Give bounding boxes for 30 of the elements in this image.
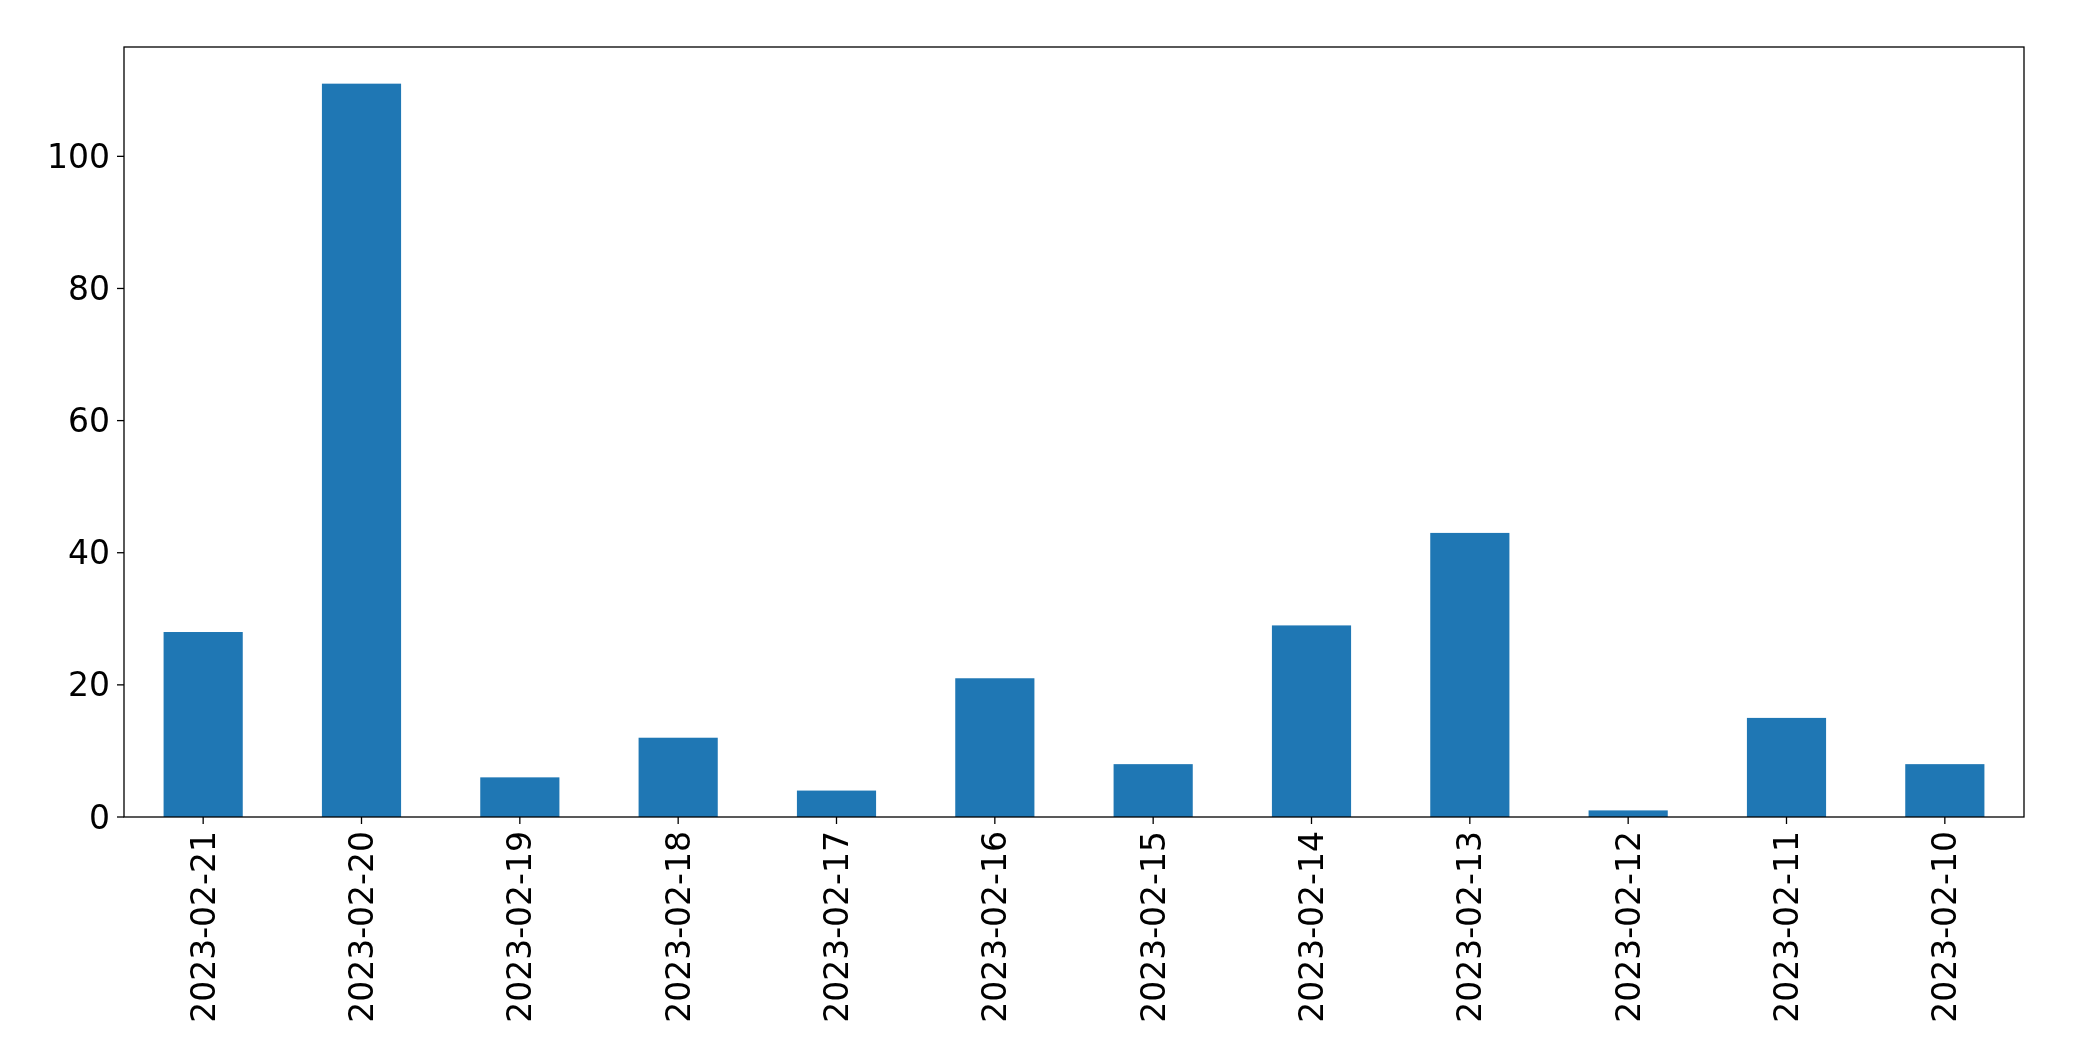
x-tick-label: 2023-02-10	[1925, 831, 1965, 1023]
bar	[163, 632, 243, 817]
bar	[796, 790, 877, 817]
bar	[638, 737, 718, 817]
y-tick-label: 60	[68, 401, 110, 441]
y-tick-label: 80	[68, 269, 110, 309]
x-tick-label: 2023-02-16	[975, 831, 1015, 1023]
bar	[480, 777, 560, 817]
x-tick-label: 2023-02-18	[658, 831, 698, 1023]
x-tick-label: 2023-02-13	[1450, 831, 1490, 1023]
y-tick-label: 0	[89, 797, 110, 837]
x-tick-label: 2023-02-17	[817, 831, 857, 1023]
x-tick-label: 2023-02-15	[1133, 831, 1173, 1023]
x-tick-label: 2023-02-20	[342, 831, 382, 1023]
bar	[1905, 764, 1985, 817]
bar	[955, 678, 1035, 817]
bar	[1113, 764, 1193, 817]
y-tick-label: 40	[68, 533, 110, 573]
bar	[321, 83, 402, 817]
x-tick-label: 2023-02-11	[1767, 831, 1807, 1023]
bar	[1271, 625, 1352, 817]
bar	[1588, 810, 1668, 817]
y-tick-label: 100	[47, 136, 110, 176]
x-tick-label: 2023-02-21	[183, 831, 223, 1023]
bar	[1430, 532, 1510, 817]
y-tick-label: 20	[68, 665, 110, 705]
x-tick-label: 2023-02-14	[1292, 831, 1332, 1023]
bar	[1746, 717, 1827, 817]
x-tick-label: 2023-02-19	[500, 831, 540, 1023]
x-tick-label: 2023-02-12	[1608, 831, 1648, 1023]
